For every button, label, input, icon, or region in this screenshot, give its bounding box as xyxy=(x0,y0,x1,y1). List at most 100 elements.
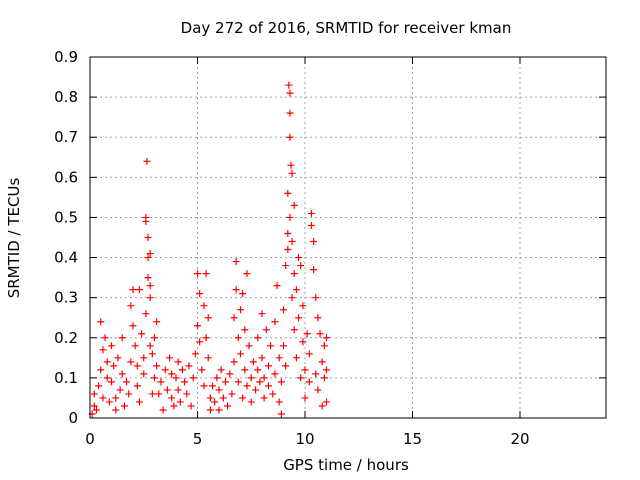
data-point xyxy=(290,270,298,278)
data-point xyxy=(249,358,257,366)
data-point xyxy=(297,374,305,382)
data-point xyxy=(260,394,268,402)
data-point xyxy=(209,382,217,390)
data-point xyxy=(280,342,287,350)
data-point xyxy=(178,366,186,374)
data-point xyxy=(148,350,156,358)
data-points xyxy=(88,81,330,418)
data-point xyxy=(185,362,193,370)
data-point xyxy=(260,374,268,382)
data-point xyxy=(301,394,309,402)
data-point xyxy=(129,322,137,330)
data-point xyxy=(196,338,204,346)
data-point xyxy=(292,354,300,362)
data-point xyxy=(292,286,300,294)
data-point xyxy=(286,213,294,221)
data-point xyxy=(284,246,292,254)
data-point xyxy=(211,398,219,406)
data-point xyxy=(144,234,152,241)
data-point xyxy=(239,394,247,402)
data-point xyxy=(301,366,309,374)
data-point xyxy=(271,370,279,378)
data-point xyxy=(206,406,214,414)
data-point xyxy=(97,366,105,374)
data-point xyxy=(282,362,290,370)
data-point xyxy=(172,374,180,382)
data-point xyxy=(288,238,296,246)
y-tick-label: 0.6 xyxy=(54,168,78,186)
data-point xyxy=(264,362,272,370)
data-point xyxy=(239,290,247,298)
data-point xyxy=(148,390,156,398)
data-point xyxy=(320,374,328,382)
data-point xyxy=(243,270,251,278)
y-tick-label: 0 xyxy=(68,409,78,427)
data-point xyxy=(318,402,326,410)
data-point xyxy=(219,394,227,402)
data-point xyxy=(103,358,111,366)
chart-title: Day 272 of 2016, SRMTID for receiver kma… xyxy=(181,19,512,37)
data-point xyxy=(282,262,290,270)
data-point xyxy=(135,286,143,294)
plot-frame xyxy=(89,56,607,419)
data-point xyxy=(202,334,210,342)
data-point xyxy=(290,326,298,334)
data-point xyxy=(204,354,212,362)
data-point xyxy=(230,358,238,366)
data-point xyxy=(237,306,244,314)
data-point xyxy=(232,258,240,266)
data-point xyxy=(123,378,131,386)
data-point xyxy=(153,318,161,326)
data-point xyxy=(295,314,303,322)
data-point xyxy=(116,386,124,394)
data-point xyxy=(312,294,320,302)
data-point xyxy=(144,254,152,262)
data-point xyxy=(135,398,143,406)
data-point xyxy=(323,398,330,406)
data-point xyxy=(221,378,229,386)
data-point xyxy=(92,406,100,414)
data-point xyxy=(234,378,242,386)
data-point xyxy=(264,382,272,390)
data-point xyxy=(267,342,275,350)
data-point xyxy=(314,386,322,394)
data-point xyxy=(142,310,150,318)
data-point xyxy=(303,330,311,338)
data-point xyxy=(90,390,98,398)
data-point xyxy=(206,394,214,402)
data-point xyxy=(213,374,221,382)
data-point xyxy=(163,386,171,394)
data-point xyxy=(299,338,307,346)
data-point xyxy=(237,350,244,358)
data-point xyxy=(262,326,270,334)
data-point xyxy=(174,358,182,366)
data-point xyxy=(226,370,234,378)
data-point xyxy=(288,169,296,177)
data-point xyxy=(310,238,318,246)
data-point xyxy=(314,314,322,322)
data-point xyxy=(176,398,184,406)
data-point xyxy=(127,302,135,310)
data-point xyxy=(112,406,120,414)
data-point xyxy=(295,254,303,262)
x-tick-label: 20 xyxy=(510,430,529,448)
data-point xyxy=(232,286,240,294)
data-point xyxy=(215,406,223,414)
data-point xyxy=(241,366,249,374)
data-point xyxy=(323,366,330,374)
data-point xyxy=(146,250,154,258)
data-point xyxy=(118,334,126,342)
data-point xyxy=(108,378,115,386)
data-point xyxy=(127,358,135,366)
data-point xyxy=(146,294,154,302)
data-point xyxy=(312,370,320,378)
data-point xyxy=(256,378,264,386)
data-point xyxy=(151,374,158,382)
data-point xyxy=(284,189,292,197)
data-point xyxy=(273,282,281,290)
data-point xyxy=(252,386,260,394)
data-point xyxy=(194,322,201,330)
data-point xyxy=(170,402,178,410)
data-point xyxy=(161,366,169,374)
data-point xyxy=(297,262,305,270)
